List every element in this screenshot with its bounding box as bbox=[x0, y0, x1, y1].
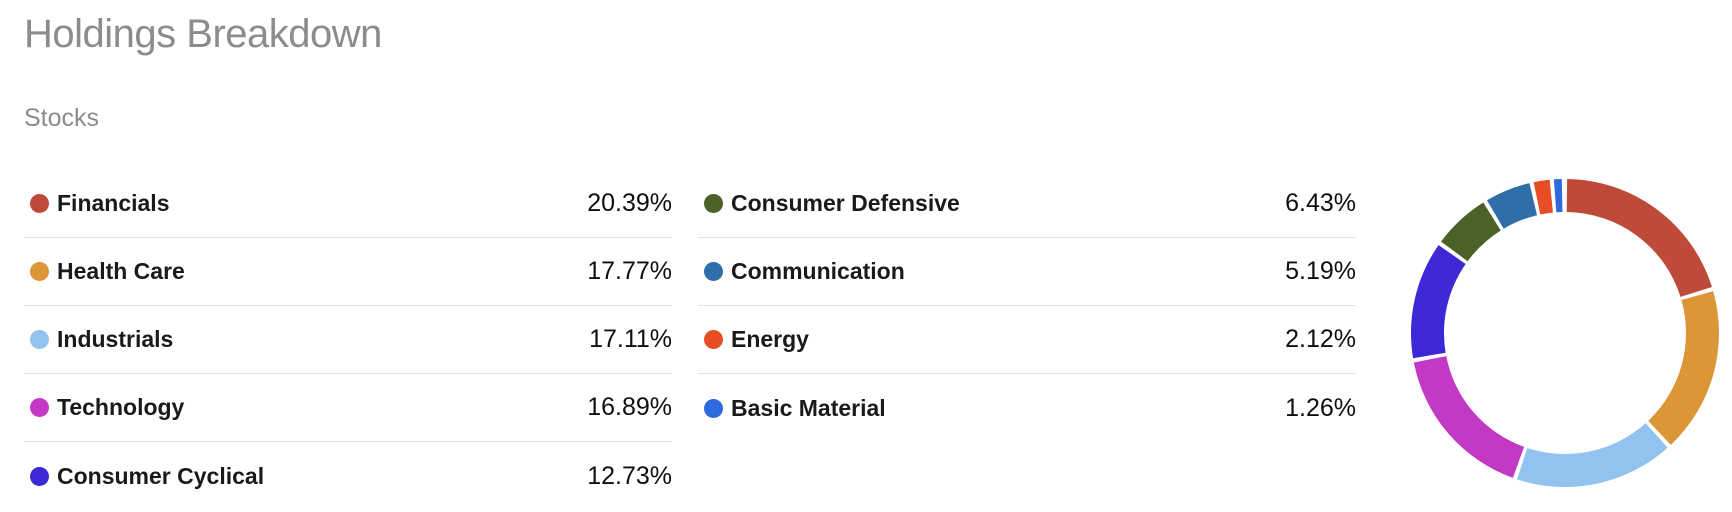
sector-label: Technology bbox=[57, 394, 185, 420]
donut-slice-consumer-cyclical[interactable] bbox=[1411, 245, 1466, 359]
section-label: Stocks bbox=[24, 104, 100, 132]
legend-dot-icon bbox=[30, 330, 49, 349]
sector-label: Industrials bbox=[57, 326, 174, 352]
legend-row-consumer-cyclical: Consumer Cyclical 12.73% bbox=[24, 442, 672, 510]
sector-percent: 17.11% bbox=[589, 325, 672, 353]
legend-dot-icon bbox=[30, 398, 49, 417]
legend-dot-icon bbox=[704, 398, 723, 418]
legend-dot-icon bbox=[704, 330, 723, 349]
legend-dot-icon bbox=[30, 466, 49, 486]
sector-percent: 20.39% bbox=[587, 189, 672, 217]
donut-slice-industrials[interactable] bbox=[1516, 423, 1668, 487]
legend-row-health-care: Health Care 17.77% bbox=[24, 238, 672, 306]
donut-slice-basic-material[interactable] bbox=[1553, 179, 1563, 213]
sector-label: Communication bbox=[731, 258, 905, 284]
legend-dot-icon bbox=[704, 194, 723, 213]
sector-label: Energy bbox=[731, 326, 809, 352]
donut-chart[interactable] bbox=[1408, 176, 1722, 490]
legend-row-financials: Financials 20.39% bbox=[24, 170, 672, 238]
legend-row-technology: Technology 16.89% bbox=[24, 374, 672, 442]
sector-label: Basic Material bbox=[731, 394, 886, 421]
donut-slice-consumer-defensive[interactable] bbox=[1441, 202, 1501, 262]
sector-percent: 16.89% bbox=[587, 393, 672, 421]
legend-row-energy: Energy 2.12% bbox=[698, 306, 1356, 374]
sector-percent: 1.26% bbox=[1285, 393, 1356, 422]
legend-row-consumer-defensive: Consumer Defensive 6.43% bbox=[698, 170, 1356, 238]
sector-label: Consumer Cyclical bbox=[57, 462, 265, 489]
legend-dot-icon bbox=[704, 262, 723, 281]
legend-column-right: Consumer Defensive 6.43% Communication 5… bbox=[698, 170, 1356, 442]
donut-slice-technology[interactable] bbox=[1413, 356, 1525, 478]
sector-label: Health Care bbox=[57, 258, 185, 284]
legend-dot-icon bbox=[30, 194, 49, 213]
page-title: Holdings Breakdown bbox=[24, 12, 382, 56]
legend-dot-icon bbox=[30, 262, 49, 281]
donut-slice-energy[interactable] bbox=[1533, 179, 1553, 215]
sector-percent: 2.12% bbox=[1285, 325, 1356, 353]
sector-percent: 5.19% bbox=[1285, 257, 1356, 285]
sector-label: Consumer Defensive bbox=[731, 190, 960, 216]
legend-row-basic-material: Basic Material 1.26% bbox=[698, 374, 1356, 442]
sector-percent: 17.77% bbox=[587, 257, 672, 285]
legend-column-left: Financials 20.39% Health Care 17.77% Ind… bbox=[24, 170, 672, 510]
sector-label: Financials bbox=[57, 190, 170, 216]
donut-slice-communication[interactable] bbox=[1486, 183, 1538, 229]
legend-row-communication: Communication 5.19% bbox=[698, 238, 1356, 306]
donut-slice-health-care[interactable] bbox=[1648, 291, 1719, 445]
donut-slice-financials[interactable] bbox=[1566, 179, 1712, 297]
sector-percent: 6.43% bbox=[1285, 189, 1356, 217]
legend-row-industrials: Industrials 17.11% bbox=[24, 306, 672, 374]
sector-percent: 12.73% bbox=[587, 461, 672, 490]
